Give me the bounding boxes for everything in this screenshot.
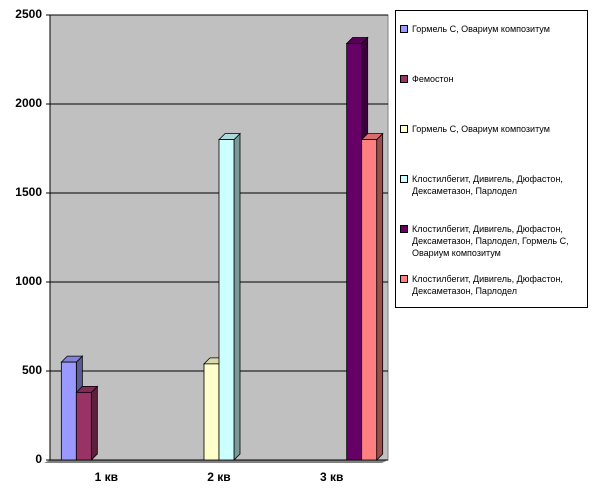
bar	[346, 43, 363, 461]
y-tick-label: 0	[35, 452, 42, 466]
y-tick-label: 500	[22, 363, 42, 377]
bar	[203, 363, 220, 461]
floor	[44, 460, 388, 463]
x-tick-label: 1 кв	[95, 470, 118, 484]
legend-label: Фемостон	[412, 74, 454, 84]
legend-label: Клостилбегит, Дивигель, Дюфастон, Дексам…	[412, 174, 563, 196]
x-tick-label: 2 кв	[207, 470, 230, 484]
legend-swatch	[400, 275, 408, 283]
bar	[361, 139, 378, 461]
bar	[75, 391, 92, 461]
legend-swatch	[400, 25, 408, 33]
legend-label: Клостилбегит, Дивигель, Дюфастон, Дексам…	[412, 274, 563, 296]
y-tick-label: 2000	[15, 96, 42, 110]
legend-item: Клостилбегит, Дивигель, Дюфастон, Дексам…	[400, 273, 585, 297]
bar	[218, 139, 235, 461]
legend-swatch	[400, 175, 408, 183]
x-tick-label: 3 кв	[320, 470, 343, 484]
bar-side	[90, 385, 98, 461]
legend-label: Клостилбегит, Дивигель, Дюфастон, Дексам…	[412, 224, 569, 258]
bar	[60, 361, 77, 461]
y-tick-label: 1000	[15, 274, 42, 288]
legend-item: Клостилбегит, Дивигель, Дюфастон, Дексам…	[400, 173, 585, 197]
bar-side	[233, 132, 241, 461]
legend-label: Гормель С, Овариум композитум	[412, 124, 550, 134]
legend-item: Гормель С, Овариум композитум	[400, 23, 585, 35]
bar-side	[376, 132, 384, 461]
legend-swatch	[400, 125, 408, 133]
legend-swatch	[400, 75, 408, 83]
legend-item: Гормель С, Овариум композитум	[400, 123, 585, 135]
legend-swatch	[400, 225, 408, 233]
legend-item: Фемостон	[400, 73, 585, 85]
y-tick-label: 1500	[15, 185, 42, 199]
legend-label: Гормель С, Овариум композитум	[412, 24, 550, 34]
y-tick-label: 2500	[15, 7, 42, 21]
legend-item: Клостилбегит, Дивигель, Дюфастон, Дексам…	[400, 223, 585, 259]
legend: Гормель С, Овариум композитум Фемостон Гор…	[395, 10, 588, 308]
